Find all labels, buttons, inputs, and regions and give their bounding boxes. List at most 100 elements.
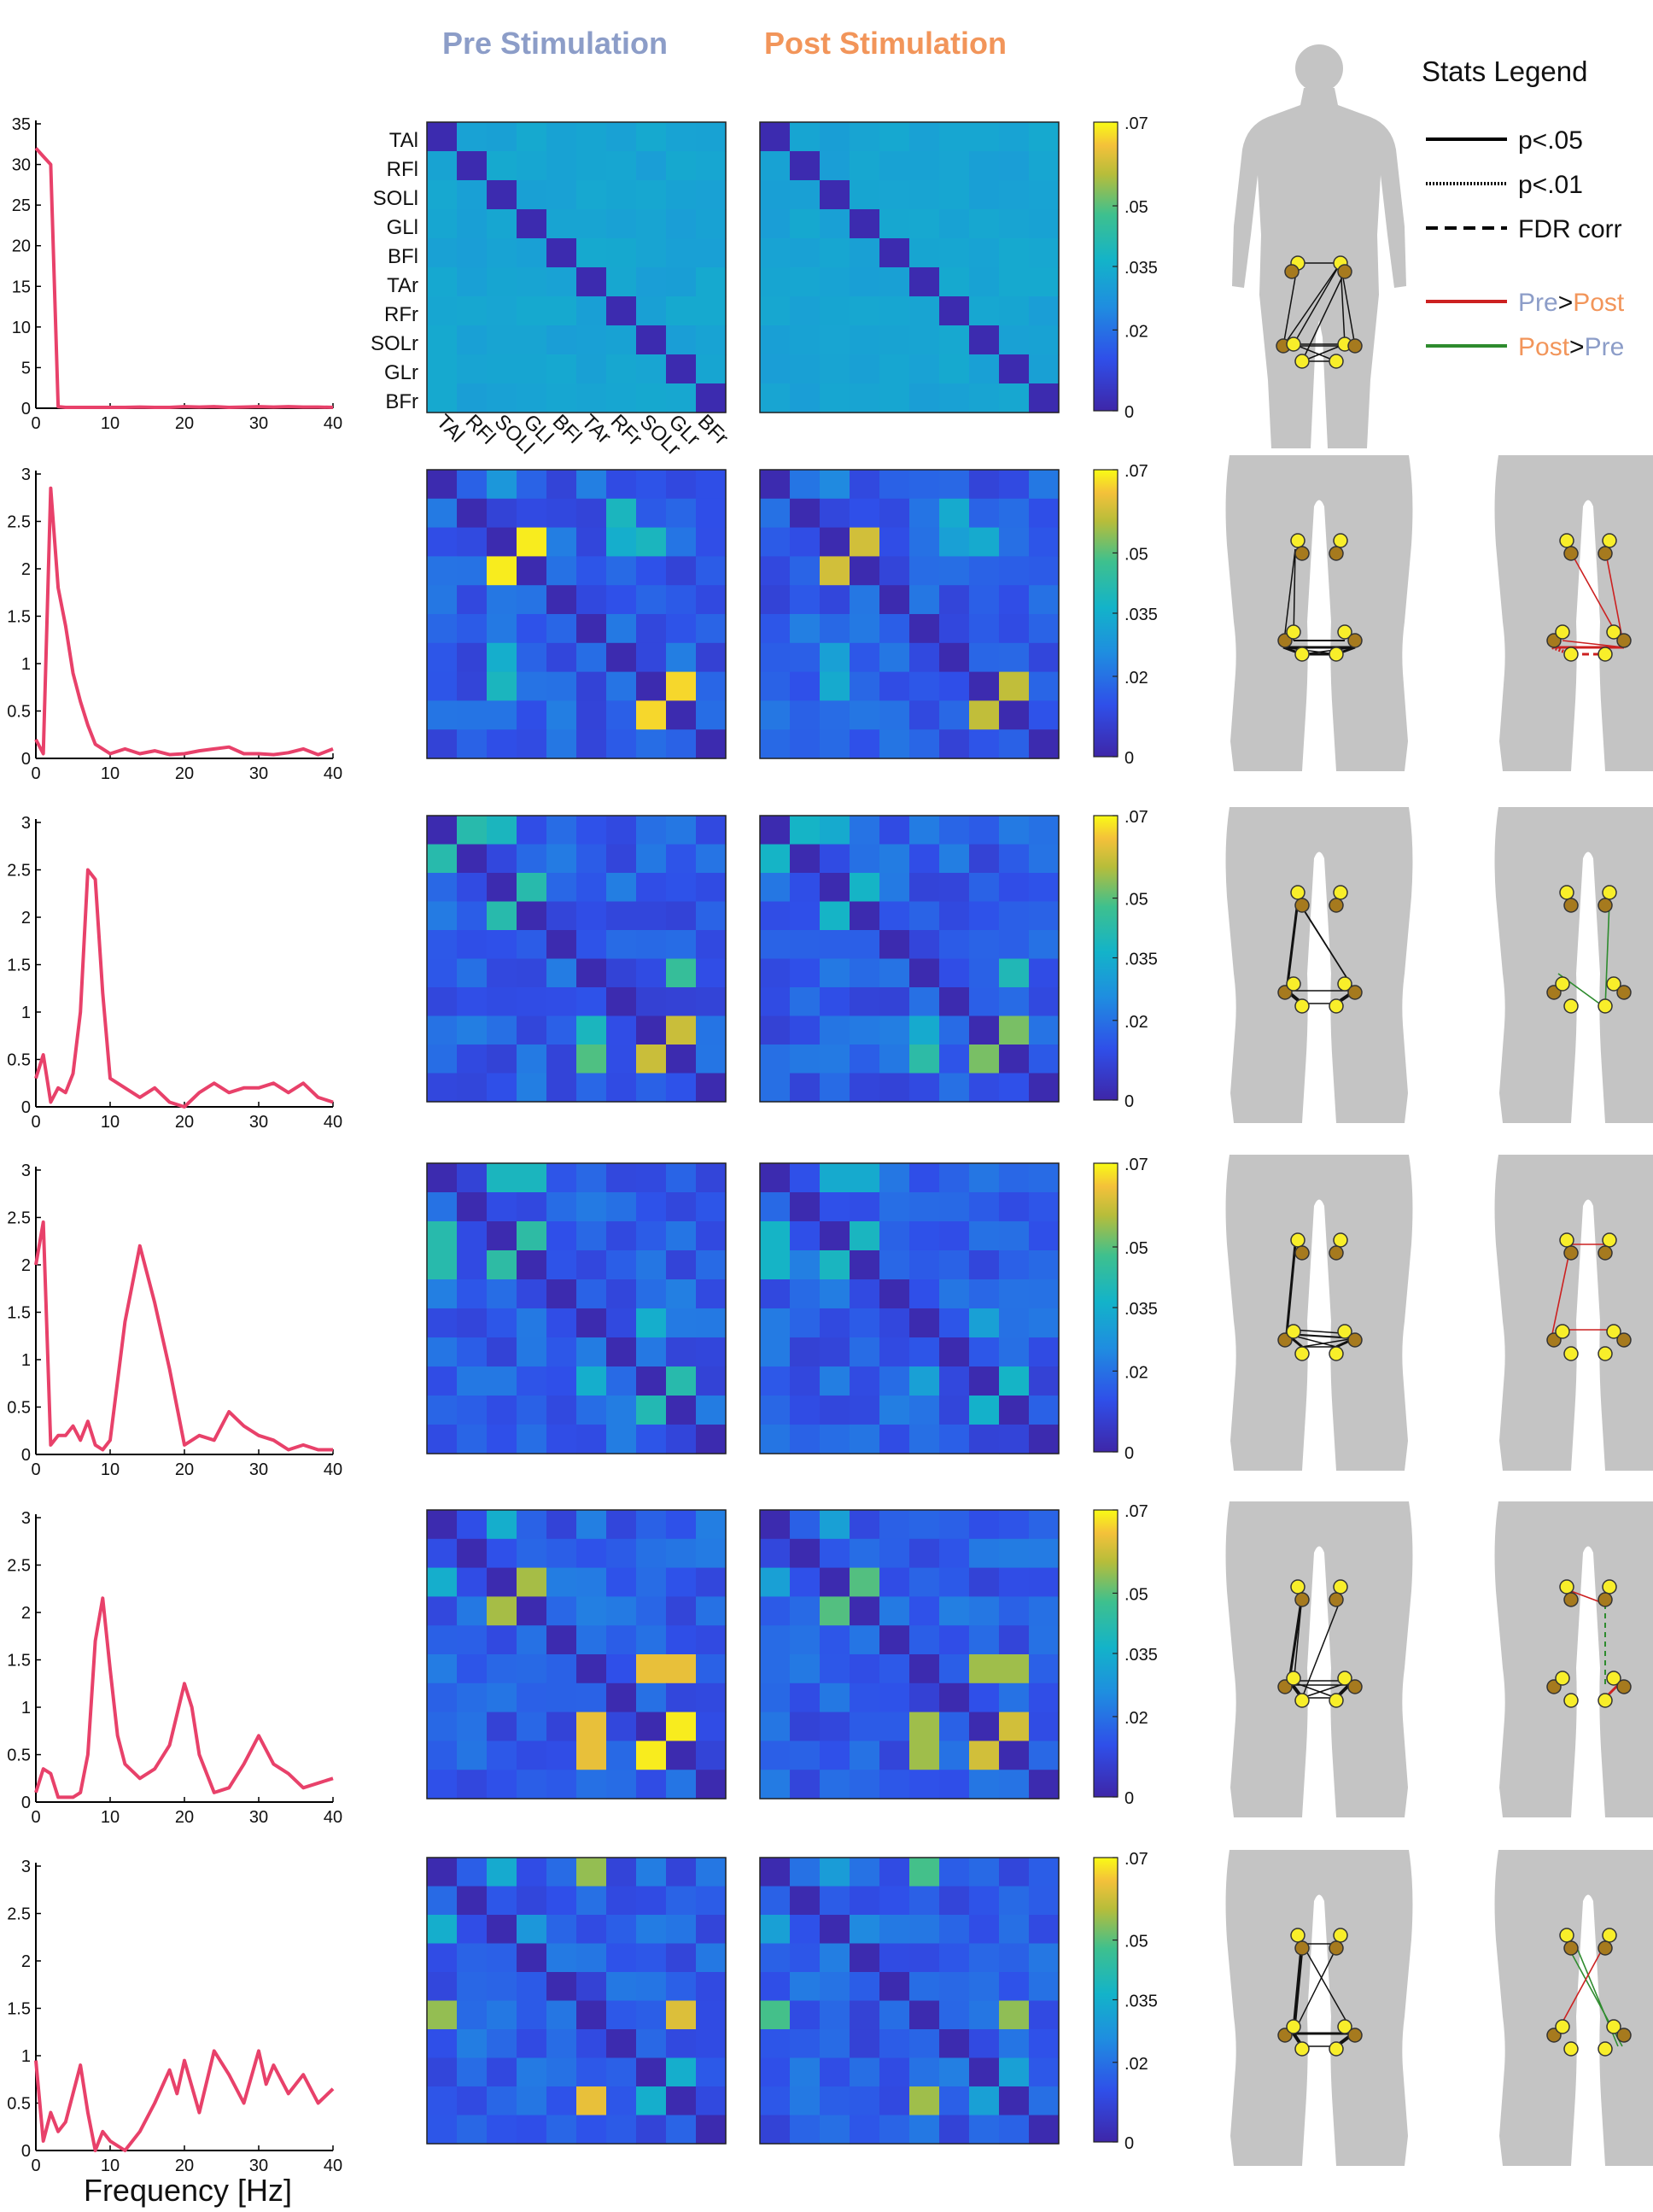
y-tick-label: 2 [21, 909, 31, 928]
matrix-cell [909, 498, 940, 529]
matrix-cell [636, 585, 667, 615]
x-tick-label: 20 [175, 414, 194, 433]
matrix-cell [696, 1015, 727, 1045]
matrix-cell [487, 556, 517, 586]
matrix-cell [576, 383, 607, 413]
electrode-node [1329, 1346, 1344, 1361]
x-tick-label: 40 [324, 764, 342, 783]
matrix-cell [879, 816, 910, 846]
matrix-cell [1029, 1858, 1060, 1887]
post-matrix [759, 1162, 1060, 1454]
matrix-cell [909, 151, 940, 181]
matrix-cell [696, 1654, 727, 1684]
matrix-cell [576, 1366, 607, 1396]
matrix-cell [909, 1567, 940, 1597]
matrix-cell [909, 671, 940, 701]
matrix-cell [427, 1510, 458, 1540]
matrix-cell [576, 1279, 607, 1309]
matrix-cell [487, 470, 517, 500]
matrix-cell [606, 2086, 637, 2116]
matrix-cell [427, 1858, 458, 1887]
matrix-cell [1029, 1250, 1060, 1280]
spectrum-plot: 00.511.522.530 10 20 30 40 [7, 465, 342, 783]
matrix-cell [1029, 1741, 1060, 1770]
matrix-cell [790, 1337, 821, 1367]
connection-line [1285, 1244, 1297, 1335]
matrix-cell [546, 729, 577, 759]
matrix-cell [517, 238, 547, 268]
matrix-cell [517, 987, 547, 1017]
matrix-cell [790, 1192, 821, 1222]
matrix-cell [517, 1538, 547, 1569]
colorbar-tick-label: .07 [1124, 1850, 1148, 1869]
electrode-node [1616, 1679, 1632, 1694]
spectrum-line [34, 868, 334, 1109]
colorbar-tick-label: .02 [1124, 1013, 1148, 1032]
matrix-cell [636, 354, 667, 384]
matrix-cell [457, 614, 488, 644]
matrix-cell [879, 1943, 910, 1973]
matrix-cell [820, 556, 850, 586]
electrode-node [1598, 1940, 1613, 1956]
matrix-cell [850, 1915, 880, 1945]
matrix-cell [820, 238, 850, 268]
y-tick-label: 1.5 [7, 1304, 31, 1323]
matrix-cell [1029, 1596, 1060, 1626]
x-tick-label: 10 [101, 1113, 120, 1132]
matrix-cell [517, 1972, 547, 2002]
matrix-cell [487, 987, 517, 1017]
matrix-cell [546, 2000, 577, 2030]
connection-line [1282, 262, 1341, 347]
matrix-cell [427, 151, 458, 181]
matrix-cell [517, 1221, 547, 1251]
matrix-cell [696, 1510, 727, 1540]
matrix-cell [879, 296, 910, 326]
matrix-cell [546, 1972, 577, 2002]
x-tick-label: 40 [324, 1808, 342, 1827]
y-tick-label: 5 [21, 359, 31, 377]
matrix-cell [696, 2029, 727, 2059]
matrix-cell [850, 151, 880, 181]
matrix-cell [790, 1770, 821, 1799]
colorbar-tick-label: .035 [1124, 1993, 1158, 2011]
matrix-cell [517, 1915, 547, 1945]
matrix-cell [427, 296, 458, 326]
matrix-cell [546, 1654, 577, 1684]
matrix-cell [487, 844, 517, 874]
matrix-cell [546, 1770, 577, 1799]
matrix-cell [969, 2057, 1000, 2087]
matrix-cell [999, 1250, 1030, 1280]
matrix-cell [576, 325, 607, 355]
matrix-cell [999, 122, 1030, 152]
matrix-cell [850, 1015, 880, 1045]
electrode-node [1333, 1579, 1348, 1595]
matrix-cell [939, 1596, 970, 1626]
electrode-node [1602, 1579, 1617, 1595]
matrix-cell [969, 1396, 1000, 1425]
y-tick-label: 3 [21, 814, 31, 833]
matrix-cell [939, 1073, 970, 1103]
matrix-cell [790, 873, 821, 903]
matrix-cell [696, 2057, 727, 2087]
electrode-node [1602, 1232, 1617, 1248]
x-tick-label: 40 [324, 1113, 342, 1132]
matrix-cell [1029, 1972, 1060, 2002]
matrix-cell [1029, 1510, 1060, 1540]
matrix-frame [759, 1162, 1060, 1454]
matrix-cell [760, 816, 791, 846]
matrix-cell [879, 325, 910, 355]
matrix-cell [760, 729, 791, 759]
matrix-cell [820, 296, 850, 326]
legs-diagram-diff [1494, 1850, 1653, 2166]
matrix-cell [606, 844, 637, 874]
electrode-node [1563, 998, 1579, 1014]
matrix-cell [999, 958, 1030, 988]
matrix-cell [517, 180, 547, 210]
spectrum-line [34, 1220, 333, 1452]
matrix-cell [427, 1279, 458, 1309]
legs-silhouette [1225, 1850, 1413, 2166]
matrix-cell [850, 1163, 880, 1193]
matrix-cell [909, 585, 940, 615]
matrix-cell [999, 527, 1030, 557]
matrix-cell [666, 1972, 697, 2002]
